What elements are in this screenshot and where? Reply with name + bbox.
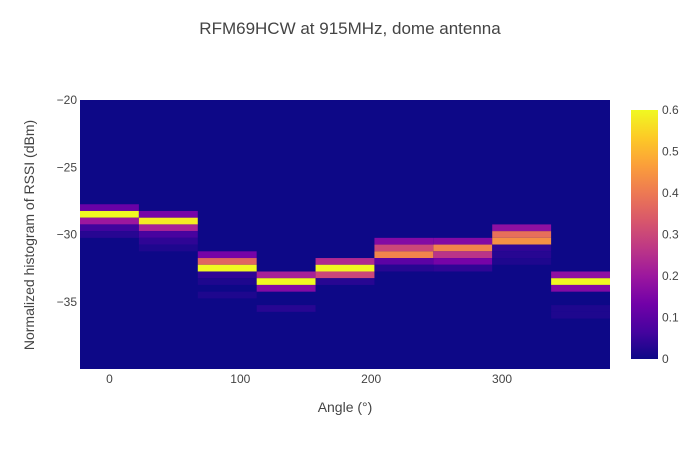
heatmap-cell: [492, 258, 552, 265]
heatmap-cell: [433, 251, 493, 259]
heatmap-cell: [374, 264, 434, 272]
heatmap-cell: [80, 217, 139, 225]
colorbar-tick-label: 0.6: [662, 103, 679, 117]
heatmap-cell: [374, 258, 434, 265]
heatmap-cell: [551, 311, 610, 319]
heatmap-cell: [492, 244, 552, 252]
heatmap-cell: [433, 244, 493, 252]
x-axis-title: Angle (°): [318, 399, 373, 415]
heatmap-cell: [256, 284, 316, 292]
heatmap-cell: [374, 251, 434, 259]
heatmap-cells: [80, 204, 610, 319]
colorbar-tick-label: 0: [662, 352, 669, 366]
y-tick-label: −25: [57, 160, 78, 174]
heatmap-cell: [256, 271, 316, 279]
y-tick-label: −35: [57, 295, 78, 309]
heatmap-cell: [197, 271, 257, 279]
heatmap-cell: [315, 258, 375, 265]
heatmap-cell: [138, 244, 198, 252]
heatmap-cell: [433, 258, 493, 265]
heatmap-cell: [256, 278, 316, 285]
heatmap-cell: [551, 305, 610, 312]
heatmap-cell: [492, 237, 552, 245]
x-tick-label: 100: [230, 372, 250, 386]
colorbar-tick-label: 0.1: [662, 311, 679, 325]
heatmap-cell: [315, 278, 375, 285]
heatmap-cell: [138, 237, 198, 245]
heatmap-cell: [197, 278, 257, 285]
heatmap-cell: [197, 251, 257, 259]
colorbar-gradient: [631, 110, 658, 359]
heatmap-cell: [197, 258, 257, 265]
heatmap-cell: [138, 210, 198, 218]
heatmap-cell: [256, 305, 316, 312]
heatmap-cell: [138, 217, 198, 225]
heatmap-cell: [80, 224, 139, 232]
heatmap-cell: [80, 204, 139, 211]
heatmap-cell: [551, 284, 610, 292]
heatmap-cell: [197, 291, 257, 299]
heatmap-cell: [138, 224, 198, 232]
colorbar-tick-label: 0.3: [662, 228, 679, 242]
x-tick-label: 300: [492, 372, 512, 386]
colorbar-tick-label: 0.5: [662, 145, 679, 159]
heatmap-cell: [80, 231, 139, 238]
x-axis-ticks: 0 100 200 300: [106, 372, 512, 386]
heatmap-cell: [315, 264, 375, 272]
heatmap-cell: [374, 244, 434, 252]
heatmap-cell: [315, 271, 375, 279]
x-tick-label: 0: [106, 372, 113, 386]
y-axis-ticks: −20 −25 −30 −35: [57, 93, 78, 309]
heatmap-cell: [374, 237, 434, 245]
heatmap-cell: [492, 231, 552, 238]
heatmap-cell: [138, 231, 198, 238]
colorbar-tick-label: 0.2: [662, 269, 679, 283]
heatmap-cell: [551, 278, 610, 285]
plot-area: [80, 100, 610, 369]
y-axis-title: Normalized histogram of RSSI (dBm): [21, 120, 37, 350]
heatmap-cell: [492, 251, 552, 259]
chart-title: RFM69HCW at 915MHz, dome antenna: [199, 19, 501, 38]
colorbar: 0 0.1 0.2 0.3 0.4 0.5 0.6: [631, 103, 679, 366]
x-tick-label: 200: [361, 372, 381, 386]
colorbar-ticks: 0 0.1 0.2 0.3 0.4 0.5 0.6: [662, 103, 679, 366]
colorbar-tick-label: 0.4: [662, 186, 679, 200]
y-tick-label: −30: [57, 228, 78, 242]
heatmap-cell: [492, 224, 552, 232]
y-tick-label: −20: [57, 93, 78, 107]
heatmap-cell: [433, 264, 493, 272]
heatmap-cell: [80, 210, 139, 218]
heatmap-cell: [197, 264, 257, 272]
heatmap-cell: [551, 271, 610, 279]
heatmap-cell: [433, 237, 493, 245]
